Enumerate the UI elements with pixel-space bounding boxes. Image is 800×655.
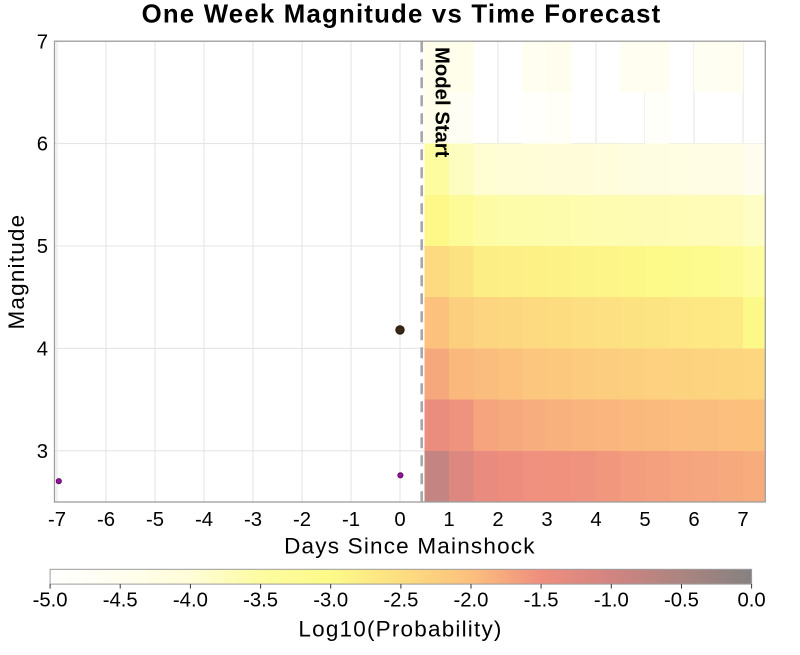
svg-text:5: 5 [37, 236, 48, 258]
svg-text:-0.5: -0.5 [664, 590, 699, 612]
svg-text:-5.0: -5.0 [33, 590, 68, 612]
svg-text:7: 7 [737, 509, 748, 531]
svg-text:1: 1 [443, 509, 454, 531]
svg-text:Model Start: Model Start [431, 47, 453, 158]
svg-text:5: 5 [639, 509, 650, 531]
svg-text:2: 2 [492, 509, 503, 531]
svg-text:6: 6 [688, 509, 699, 531]
svg-text:6: 6 [37, 134, 48, 156]
svg-text:-2.5: -2.5 [383, 590, 418, 612]
svg-text:Magnitude: Magnitude [4, 214, 29, 330]
svg-text:-1.0: -1.0 [594, 590, 629, 612]
svg-text:-3: -3 [244, 509, 262, 531]
svg-text:-4.5: -4.5 [103, 590, 138, 612]
svg-text:-2.0: -2.0 [454, 590, 489, 612]
svg-text:4: 4 [37, 339, 48, 361]
svg-text:-3.0: -3.0 [313, 590, 348, 612]
svg-text:One Week Magnitude vs Time For: One Week Magnitude vs Time Forecast [142, 1, 662, 29]
svg-text:Log10(Probability): Log10(Probability) [298, 616, 502, 641]
svg-text:-6: -6 [97, 509, 115, 531]
svg-text:3: 3 [37, 441, 48, 463]
svg-text:-7: -7 [48, 509, 66, 531]
svg-text:-1.5: -1.5 [524, 590, 559, 612]
svg-text:0: 0 [394, 509, 405, 531]
svg-text:7: 7 [37, 31, 48, 53]
svg-text:-4.0: -4.0 [173, 590, 208, 612]
svg-text:-4: -4 [195, 509, 213, 531]
svg-text:-5: -5 [146, 509, 164, 531]
svg-text:-2: -2 [293, 509, 311, 531]
svg-text:-1: -1 [342, 509, 360, 531]
svg-text:3: 3 [541, 509, 552, 531]
svg-text:-3.5: -3.5 [243, 590, 278, 612]
svg-text:Days Since Mainshock: Days Since Mainshock [284, 534, 536, 559]
svg-text:4: 4 [590, 509, 601, 531]
svg-text:0.0: 0.0 [737, 590, 765, 612]
